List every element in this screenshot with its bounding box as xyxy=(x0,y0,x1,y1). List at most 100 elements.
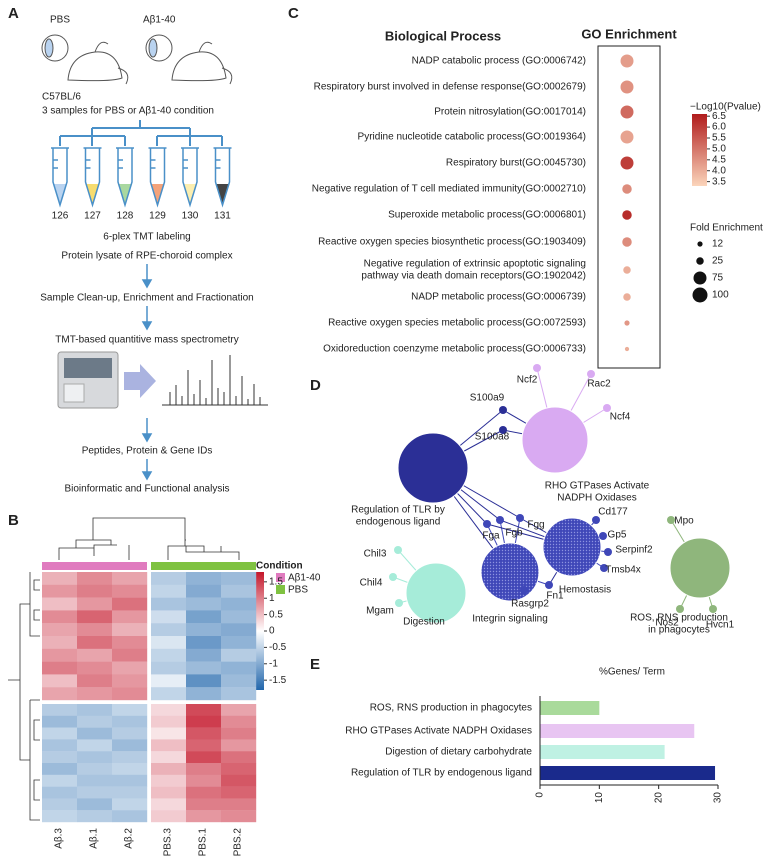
gene-node xyxy=(587,370,595,378)
heatmap-cell xyxy=(221,610,257,624)
gene-node xyxy=(516,514,524,522)
gene-node xyxy=(394,546,402,554)
x-tick-label: 10 xyxy=(594,792,605,804)
heatmap-cell xyxy=(77,648,113,662)
heatmap-cell xyxy=(151,636,187,649)
cluster-node xyxy=(521,406,589,474)
gene-node xyxy=(676,605,684,613)
heatmap-cell xyxy=(77,715,113,728)
panel-label: B xyxy=(8,512,19,529)
heatmap-cell xyxy=(151,810,187,823)
heatmap-cell xyxy=(186,704,222,716)
heatmap-cell xyxy=(221,597,257,611)
x-tick-label: 20 xyxy=(653,792,664,804)
colorbar-tick-label: 5.0 xyxy=(712,144,726,155)
heatmap-cell xyxy=(112,623,148,637)
tube xyxy=(51,147,69,208)
cluster-label: endogenous ligand xyxy=(356,517,441,528)
heatmap-cell xyxy=(151,727,187,740)
tube-label: 131 xyxy=(214,211,231,222)
heatmap-cell xyxy=(112,751,148,764)
tube-liquid xyxy=(183,184,197,204)
workflow-step: Bioinformatic and Functional analysis xyxy=(64,484,229,495)
size-legend-label: 100 xyxy=(712,290,729,301)
heatmap-cell xyxy=(42,774,78,787)
size-legend-label: 75 xyxy=(712,273,724,284)
heatmap-cell xyxy=(186,687,222,701)
cluster-label: Integrin signaling xyxy=(472,614,548,625)
heatmap-cell xyxy=(221,584,257,598)
dot xyxy=(620,130,634,144)
gene-label: Chil3 xyxy=(364,549,387,560)
heatmap-cell xyxy=(186,661,222,675)
heatmap-cell xyxy=(112,636,148,649)
legend-swatch xyxy=(276,585,285,594)
colorbar-tick-label: 1 xyxy=(269,593,275,604)
heatmap-cell xyxy=(112,648,148,662)
colorbar-tick-label: 4.5 xyxy=(712,154,726,165)
heatmap-cell xyxy=(221,674,257,688)
gene-node xyxy=(496,516,504,524)
size-legend-label: 12 xyxy=(712,239,724,250)
heatmap-cell xyxy=(42,674,78,688)
heatmap-cell xyxy=(186,715,222,728)
condition-bar xyxy=(221,562,256,570)
size-legend-dot xyxy=(692,287,708,303)
heatmap-cell xyxy=(112,798,148,811)
heatmap-cell xyxy=(112,661,148,675)
cluster-label: Hemostasis xyxy=(559,585,611,596)
dot xyxy=(623,293,631,301)
heatmap-cell xyxy=(221,774,257,787)
heatmap-cell xyxy=(221,739,257,752)
heatmap-cell xyxy=(221,715,257,728)
bar xyxy=(540,766,716,780)
workflow-step: Sample Clean-up, Enrichment and Fraction… xyxy=(40,293,253,304)
chart-title: %Genes/ Term xyxy=(599,667,665,678)
term-label: Superoxide metabolic process(GO:0006801) xyxy=(388,210,586,221)
cluster-label: in phagocytes xyxy=(648,625,710,636)
heatmap-cell xyxy=(42,661,78,675)
gene-label: Hvcn1 xyxy=(706,620,735,631)
gene-label: Chil4 xyxy=(360,578,383,589)
heatmap-cell xyxy=(42,597,78,611)
heatmap-cell xyxy=(186,648,222,662)
gene-label: Rac2 xyxy=(587,379,611,390)
heatmap-cell xyxy=(221,623,257,637)
term-label: Reactive oxygen species biosynthetic pro… xyxy=(318,237,586,248)
heatmap-cell xyxy=(151,687,187,701)
colorbar-tick-label: 6.0 xyxy=(712,122,726,133)
heatmap-cell xyxy=(77,661,113,675)
heatmap-cell xyxy=(151,661,187,675)
chart-subtitle: GO Enrichment xyxy=(581,26,677,41)
go-colorbar xyxy=(692,114,707,186)
heatmap-cell xyxy=(42,648,78,662)
samples-note: 3 samples for PBS or Aβ1-40 condition xyxy=(42,106,214,117)
heatmap-cell xyxy=(186,674,222,688)
heatmap-cell xyxy=(151,572,187,585)
condition-label: PBS xyxy=(50,15,70,26)
heatmap-cell xyxy=(186,798,222,811)
cluster-label: RHO GTPases Activate xyxy=(545,481,650,492)
heatmap-cell xyxy=(42,623,78,637)
heatmap-cell xyxy=(151,674,187,688)
heatmap-cell xyxy=(151,774,187,787)
heatmap-cell xyxy=(112,763,148,775)
heatmap-cell xyxy=(112,610,148,624)
column-label: PBS.1 xyxy=(198,828,209,857)
colorbar-tick-label: 0 xyxy=(269,626,275,637)
term-label: Negative regulation of T cell mediated i… xyxy=(312,184,586,195)
heatmap-cell xyxy=(186,810,222,823)
gene-label: Ncf4 xyxy=(610,412,631,423)
gene-label: Mpo xyxy=(674,516,694,527)
heatmap-cell xyxy=(112,687,148,701)
size-legend-dot xyxy=(697,241,703,247)
heatmap-cell xyxy=(77,798,113,811)
gene-node xyxy=(667,516,675,524)
heatmap-cell xyxy=(42,610,78,624)
gene-label: Serpinf2 xyxy=(615,545,653,556)
cluster-node xyxy=(669,537,731,599)
legend-label: PBS xyxy=(288,585,308,596)
gene-node xyxy=(499,426,507,434)
condition-bar xyxy=(77,562,112,570)
tube-label: 127 xyxy=(84,211,101,222)
